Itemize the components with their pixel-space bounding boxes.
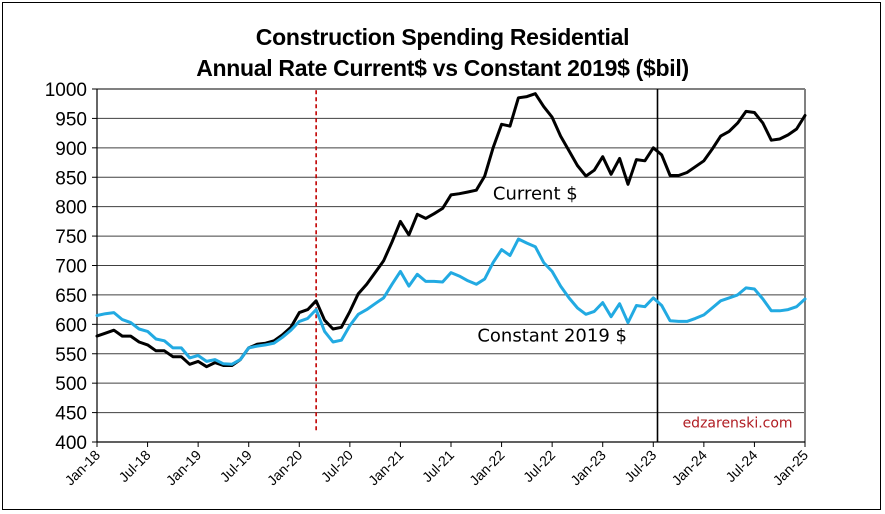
series-constant-line <box>95 237 807 366</box>
x-tick-label: Jul-21 <box>419 447 457 485</box>
x-tick-label: Jul-22 <box>520 447 558 485</box>
x-tick-label: Jan-22 <box>466 447 508 489</box>
x-tick-label: Jul-23 <box>621 447 659 485</box>
y-tick-label: 800 <box>55 198 87 219</box>
x-tick-label: Jul-19 <box>217 447 255 485</box>
x-tick-label: Jan-19 <box>163 447 205 489</box>
series-current-line <box>95 92 807 369</box>
watermark-label: edzarenski.com <box>683 415 793 431</box>
series-annotation: Current $ <box>493 184 578 205</box>
y-tick-label: 700 <box>55 257 87 278</box>
x-tick-label: Jan-20 <box>264 447 306 489</box>
chart-title: Construction Spending Residential <box>255 24 630 50</box>
y-tick-label: 900 <box>55 139 87 160</box>
x-tick-label: Jul-18 <box>115 447 153 485</box>
series-annotation: Constant 2019 $ <box>477 325 627 346</box>
y-tick-label: 850 <box>55 168 87 189</box>
y-tick-label: 450 <box>55 404 87 425</box>
y-tick-label: 400 <box>55 433 87 454</box>
x-axis: Jan-18 Jul-18 Jan-19 Jul-19 Jan-20 Jul-20 Jan-… <box>62 441 812 489</box>
y-tick-label: 750 <box>55 227 87 248</box>
annotations: Current $ Constant 2019 $ edzarenski.com <box>477 184 792 432</box>
y-tick-label: 1000 <box>45 80 87 101</box>
y-tick-label: 650 <box>55 286 87 307</box>
x-tick-label: Jan-21 <box>365 447 407 489</box>
chart-subtitle: Annual Rate Current$ vs Constant 2019$ (… <box>196 55 689 81</box>
y-axis: 400 450 500 550 600 650 700 750 800 850 900 950 1000 <box>45 80 98 454</box>
y-tick-label: 550 <box>55 345 87 366</box>
x-tick-label: Jul-20 <box>318 447 356 485</box>
x-tick-label: Jan-23 <box>567 447 609 489</box>
y-tick-label: 950 <box>55 109 87 130</box>
gridlines <box>97 88 806 442</box>
reference-lines <box>315 89 659 442</box>
y-tick-label: 600 <box>55 315 87 336</box>
y-tick-label: 500 <box>55 374 87 395</box>
x-tick-label: Jan-25 <box>770 447 812 489</box>
series-group <box>95 92 807 369</box>
x-tick-label: Jan-24 <box>668 447 710 489</box>
x-tick-label: Jul-24 <box>722 447 760 485</box>
